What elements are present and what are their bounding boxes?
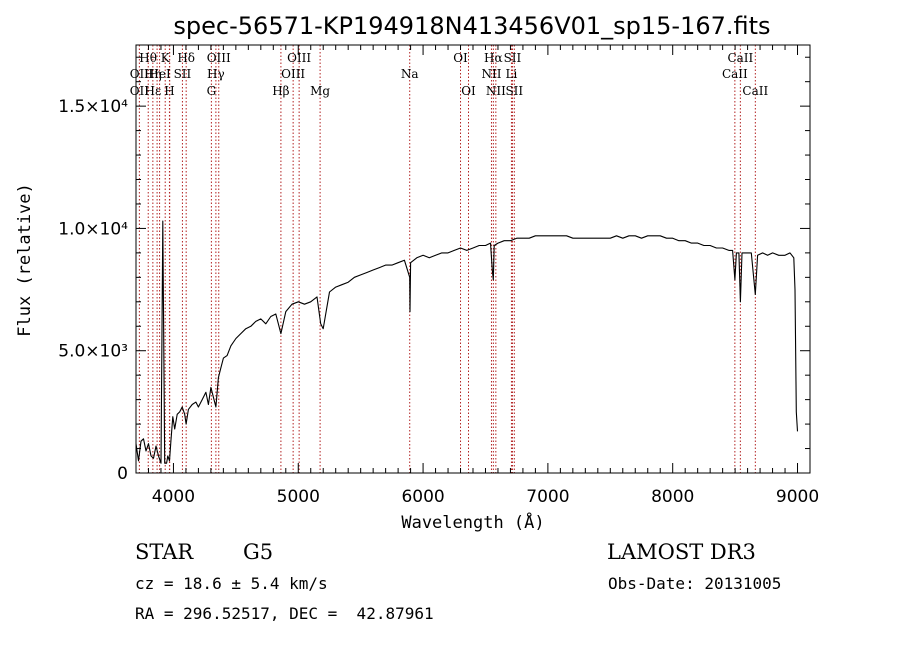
line-label-25: OI <box>461 84 476 98</box>
line-label-9: OII <box>130 67 150 81</box>
x-axis-label: Wavelength (Å) <box>401 511 544 533</box>
line-label-6: Hα <box>484 51 503 65</box>
survey-name: LAMOST DR3 <box>607 540 756 564</box>
line-label-11: HeI <box>148 67 171 81</box>
y-tick-label-0: 0 <box>117 464 128 484</box>
line-label-7: SII <box>504 51 522 65</box>
x-tick-label-8000: 8000 <box>651 487 694 507</box>
x-axis: 4000 5000 6000 7000 8000 9000 <box>135 45 819 507</box>
line-label-12: SII <box>174 67 192 81</box>
line-label-10: Hη <box>144 67 162 81</box>
line-label-13: Hγ <box>207 67 225 81</box>
plot-frame <box>135 44 811 474</box>
line-label-4: OIII <box>287 51 311 65</box>
spectrum-line-0 <box>135 220 799 464</box>
x-tick-label-4000: 4000 <box>152 487 195 507</box>
line-label-28: CaII <box>742 84 768 98</box>
line-label-0: Hθ <box>139 51 157 65</box>
y-tick-label-10000: 1.0×10⁴ <box>58 219 128 239</box>
coords-text: RA = 296.52517, DEC = 42.87961 <box>135 604 434 623</box>
line-label-22: G <box>207 84 217 98</box>
line-label-21: H <box>164 84 174 98</box>
obs-date-text: Obs-Date: 20131005 <box>608 574 782 593</box>
x-tick-label-5000: 5000 <box>277 487 320 507</box>
x-tick-label-6000: 6000 <box>401 487 444 507</box>
line-label-26: NII <box>486 84 506 98</box>
spectrum-series <box>135 220 799 464</box>
line-label-17: Li <box>506 67 518 81</box>
line-label-8: CaII <box>727 51 753 65</box>
chart-title: spec-56571-KP194918N413456V01_sp15-167.f… <box>173 12 770 40</box>
emission-line-markers <box>138 45 756 473</box>
line-label-15: Na <box>401 67 419 81</box>
line-label-18: CaII <box>722 67 748 81</box>
redshift-text: cz = 18.6 ± 5.4 km/s <box>135 574 328 593</box>
y-axis: 0 5.0×10³ 1.0×10⁴ 1.5×10⁴ <box>58 56 810 484</box>
y-axis-label: Flux (relative) <box>15 183 35 337</box>
x-tick-label-7000: 7000 <box>526 487 569 507</box>
line-label-5: OI <box>453 51 468 65</box>
spectral-subclass: G5 <box>243 540 274 564</box>
line-label-23: Hβ <box>272 84 289 98</box>
line-label-16: NII <box>481 67 501 81</box>
y-tick-label-5000: 5.0×10³ <box>58 342 128 362</box>
object-type: STAR <box>135 540 194 564</box>
line-label-20: Hε <box>145 84 162 98</box>
x-tick-label-9000: 9000 <box>776 487 819 507</box>
line-label-19: OII <box>130 84 150 98</box>
line-label-1: K <box>161 51 171 65</box>
y-tick-label-15000: 1.5×10⁴ <box>58 97 128 117</box>
line-label-24: Mg <box>310 84 330 98</box>
line-label-14: OIII <box>281 67 305 81</box>
line-label-3: OIII <box>207 51 231 65</box>
line-label-27: SII <box>505 84 523 98</box>
line-label-2: Hδ <box>177 51 195 65</box>
